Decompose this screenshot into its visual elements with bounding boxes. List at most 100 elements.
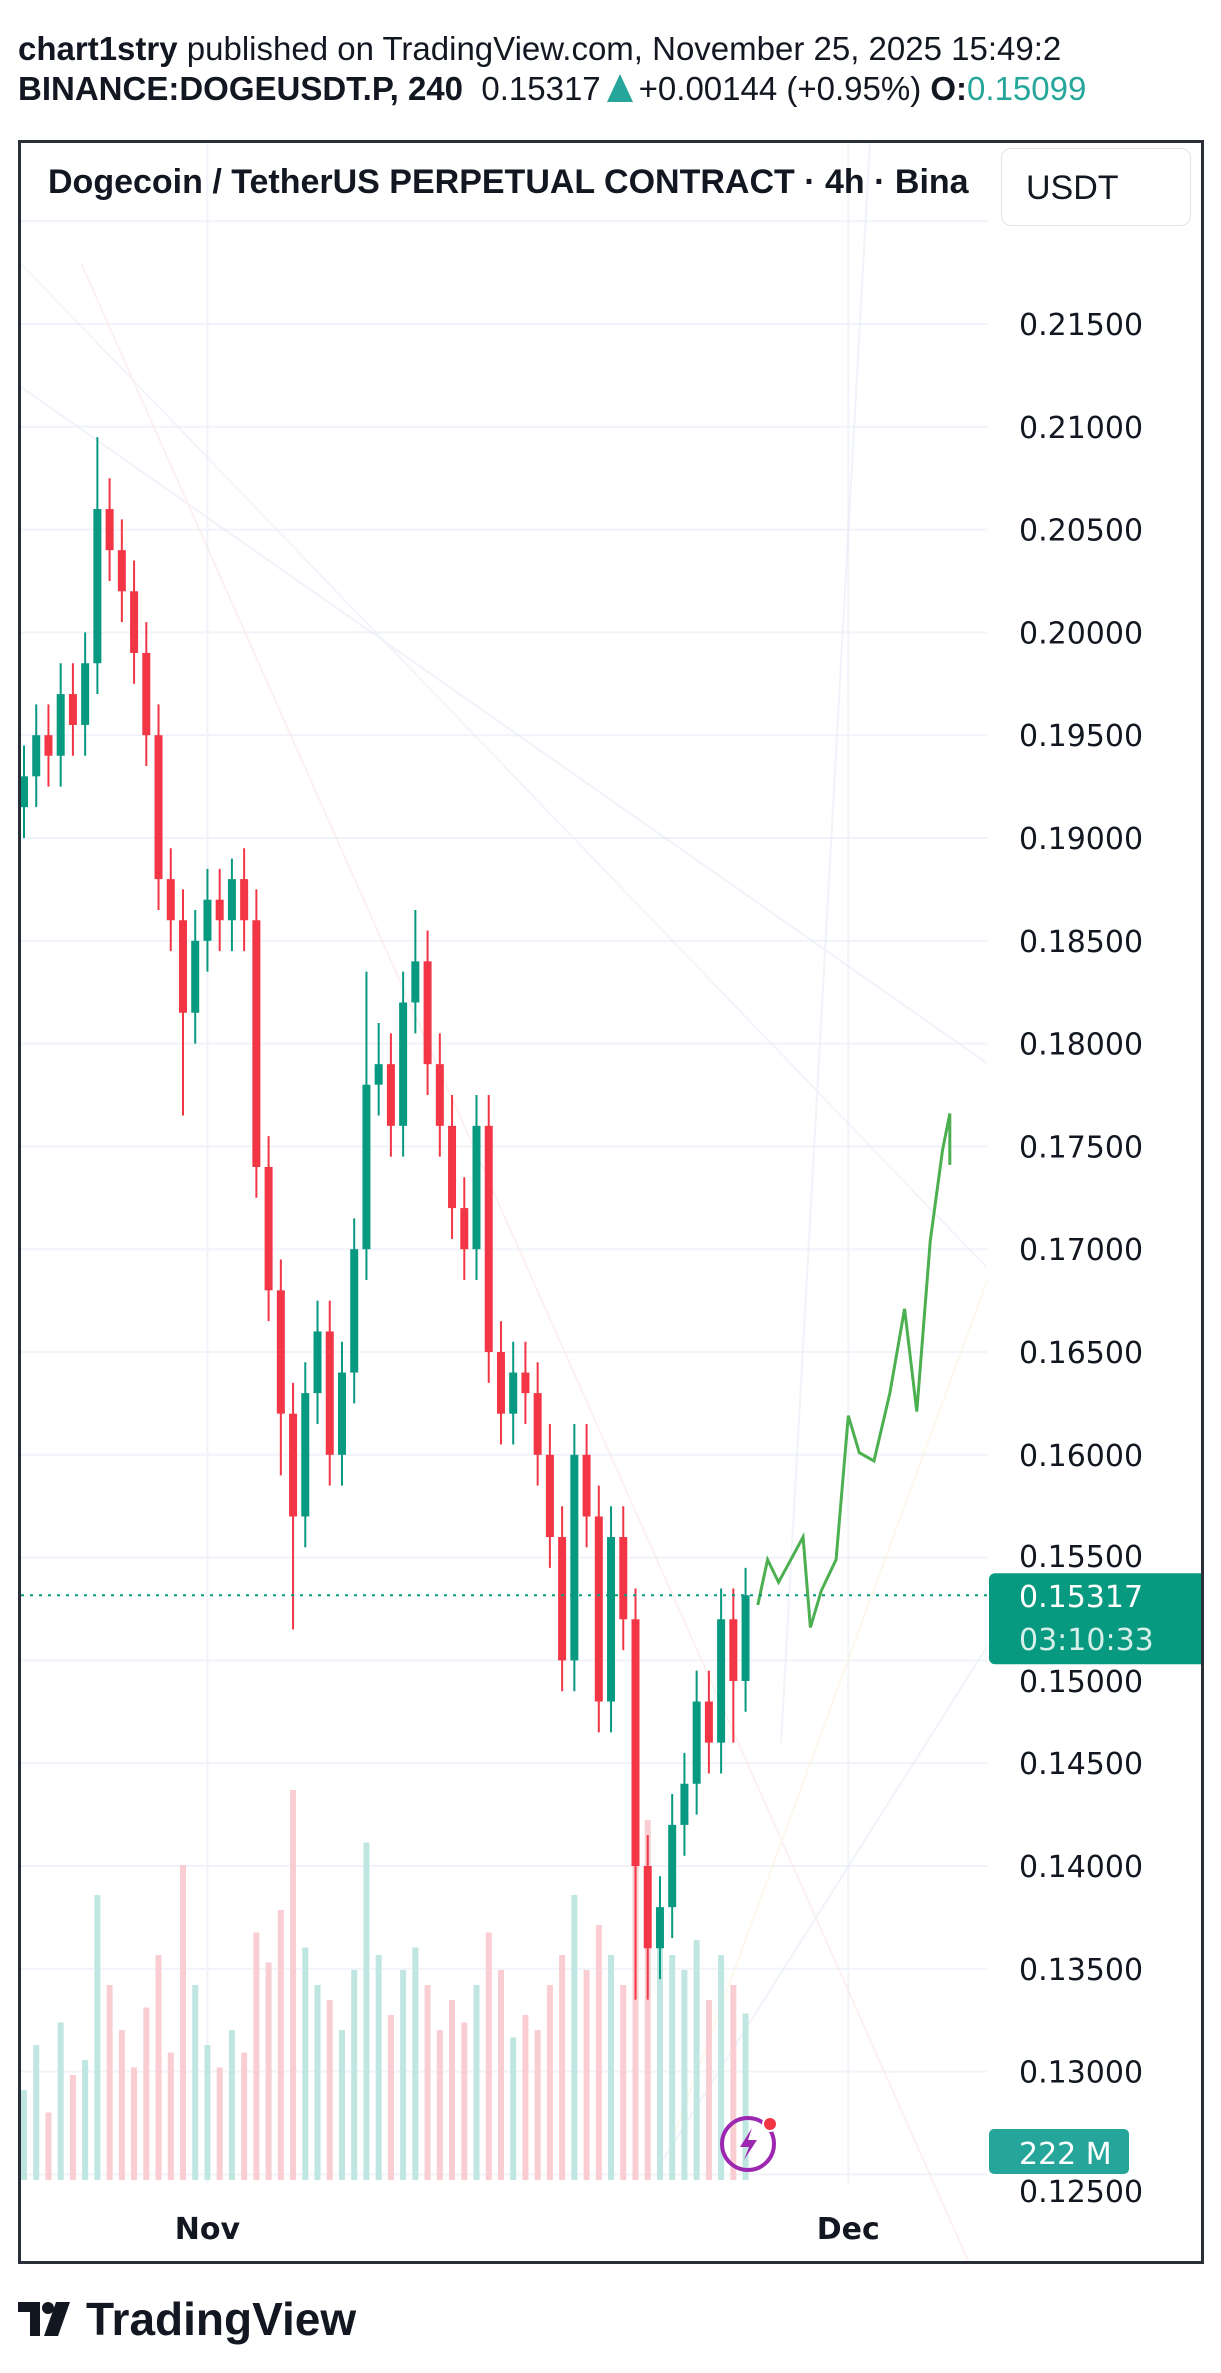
candle-body (289, 1413, 298, 1517)
y-tick-label: 0.14500 (1019, 1747, 1143, 1782)
tradingview-logo[interactable]: TradingView (18, 2292, 356, 2346)
candles (21, 437, 750, 2000)
volume-bar (302, 1947, 309, 2180)
volume-bar (473, 1985, 480, 2180)
y-tick-label: 0.21500 (1019, 308, 1143, 343)
volume-tag: 222 M (989, 2129, 1129, 2174)
open-value: 0.15099 (967, 70, 1087, 107)
brand-name: TradingView (86, 2293, 357, 2345)
volume-bar (497, 1970, 504, 2180)
volume-bar (204, 2045, 211, 2180)
candle-body (264, 1166, 273, 1291)
candle-body (130, 591, 139, 653)
candle-body (142, 652, 151, 736)
y-tick-label: 0.18500 (1019, 925, 1143, 960)
drawing-lines (21, 143, 1022, 2261)
price-tag: 0.15317 03:10:33 (989, 1573, 1201, 1665)
volume-bar (375, 1955, 382, 2180)
candle-body (68, 694, 77, 725)
volume-bar (326, 2000, 333, 2180)
candle-body (32, 735, 41, 777)
y-tick-label: 0.18000 (1019, 1028, 1143, 1063)
candle-body (704, 1701, 713, 1743)
author[interactable]: chart1stry (18, 30, 178, 67)
volume-bar (449, 2000, 456, 2180)
candle-body (411, 961, 420, 1003)
candle-body (166, 879, 175, 921)
candle-body (337, 1372, 346, 1455)
volume-bar (595, 1925, 602, 2180)
candle-body (44, 735, 53, 756)
volume-bar (461, 2022, 468, 2180)
price-axis-labels: 0.21500 0.21000 0.20500 0.20000 0.19500 0.190… (1019, 308, 1143, 2210)
last-price: 0.15317 (481, 70, 601, 107)
candle-body (154, 735, 163, 880)
volume-bar (387, 2015, 394, 2180)
volume-bar (559, 1955, 566, 2180)
y-tick-label: 0.17000 (1019, 1233, 1143, 1268)
lightning-icon[interactable] (720, 2116, 778, 2172)
volume-bar (351, 1970, 358, 2180)
candle-body (313, 1331, 322, 1394)
currency-button[interactable]: USDT (1001, 148, 1191, 226)
volume-bar (94, 1895, 101, 2180)
candle-body (741, 1595, 750, 1681)
chart-frame[interactable]: 0.21500 0.21000 0.20500 0.20000 0.19500 0.190… (18, 140, 1204, 2264)
volume-bar (21, 2090, 27, 2180)
volume-bar (534, 2030, 541, 2180)
volume-bar (546, 1985, 553, 2180)
volume-bar (33, 2045, 40, 2180)
candle-body (729, 1619, 738, 1681)
volume-bar (228, 2030, 235, 2180)
candle-body (521, 1372, 530, 1394)
volume-bar (363, 1842, 370, 2180)
candle-body (545, 1454, 554, 1538)
publish-info: chart1stry published on TradingView.com,… (18, 30, 1061, 68)
y-tick-label: 0.15000 (1019, 1665, 1143, 1700)
candle-body (423, 961, 432, 1065)
volume-bar (436, 2030, 443, 2180)
price-tag-value: 0.15317 (1019, 1580, 1143, 1615)
projection-path (756, 1113, 952, 1628)
volume-bar (118, 2030, 125, 2180)
volume-bar (167, 2052, 174, 2180)
trend-line (780, 143, 871, 1744)
volume-bar (485, 1932, 492, 2180)
candle-body (21, 776, 28, 808)
candle-body (435, 1064, 444, 1126)
y-tick-label: 0.19000 (1019, 822, 1143, 857)
y-tick-label: 0.20500 (1019, 514, 1143, 549)
candle-body (496, 1352, 505, 1414)
candle-body (631, 1619, 640, 1866)
candle-body (56, 694, 65, 756)
trend-line (80, 262, 970, 2261)
chart-canvas[interactable]: 0.21500 0.21000 0.20500 0.20000 0.19500 0.190… (21, 143, 1204, 2264)
volume-bar (143, 2007, 150, 2180)
volume-bar (179, 1865, 186, 2180)
candle-body (117, 550, 126, 592)
trend-line (21, 385, 1002, 1074)
y-tick-label: 0.13500 (1019, 1953, 1143, 1988)
y-tick-label: 0.16500 (1019, 1336, 1143, 1371)
candle-body (692, 1701, 701, 1784)
volume-bar (571, 1895, 578, 2180)
candle-body (325, 1331, 334, 1455)
candle-body (215, 899, 224, 921)
candle-body (460, 1208, 469, 1250)
candle-body (594, 1516, 603, 1702)
volume-bar (705, 2000, 712, 2180)
x-tick-label: Dec (817, 2212, 880, 2247)
volume-bar (131, 2067, 138, 2180)
open-label: O: (930, 70, 968, 107)
candle-body (533, 1393, 542, 1455)
volume-bar (522, 2015, 529, 2180)
volume-bar (241, 2052, 248, 2180)
volume-bar (314, 1985, 321, 2180)
time-axis-labels: Nov Dec (175, 2212, 880, 2247)
candle-body (484, 1125, 493, 1352)
candle-body (472, 1125, 481, 1250)
volume-bar (155, 1955, 162, 2180)
candle-body (93, 509, 102, 664)
volume-bar (192, 1985, 199, 2180)
price-axis[interactable] (987, 143, 1204, 2264)
